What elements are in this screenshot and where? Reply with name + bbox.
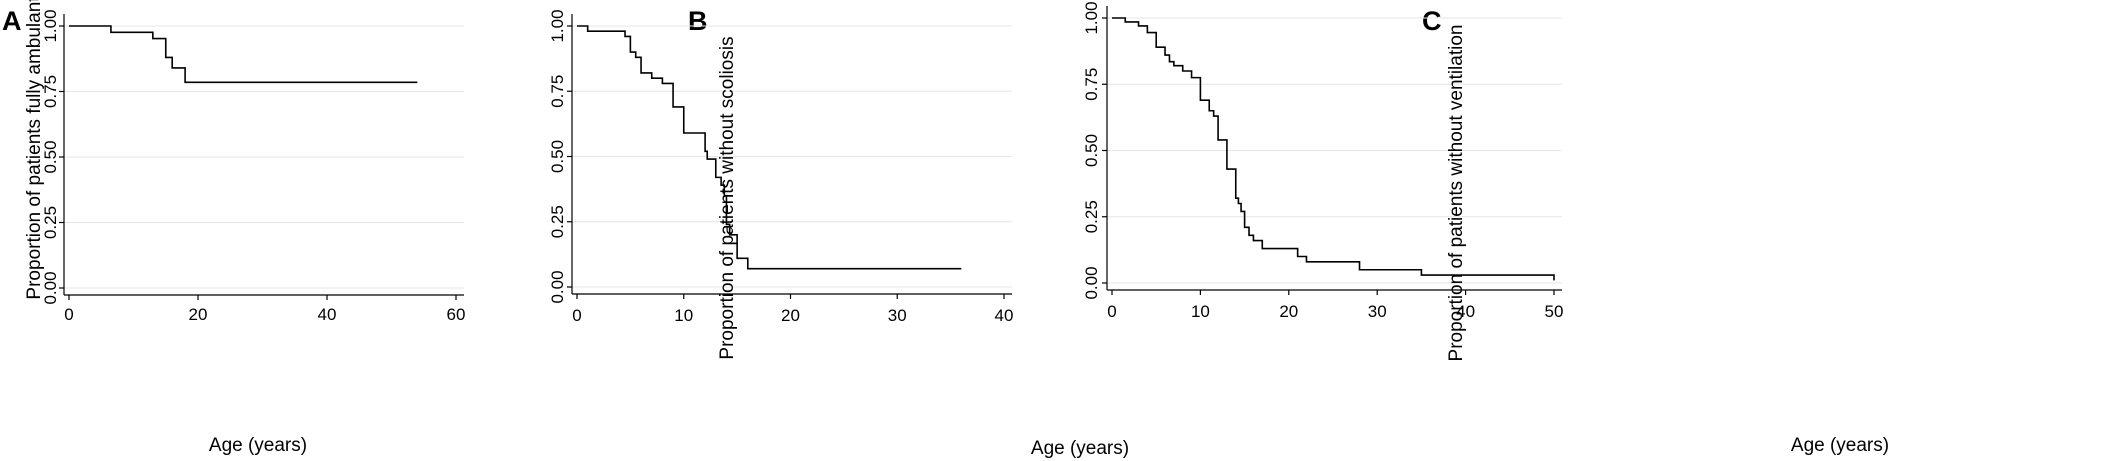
x-tick-label-b-2: 20	[781, 306, 800, 325]
y-tick-label-c-4: 1.00	[1082, 1, 1101, 34]
y-tick-label-c-0: 0.00	[1082, 266, 1101, 299]
y-axis-title-b: Proportion of patients without scoliosis	[717, 36, 738, 359]
y-tick-label-c-3: 0.75	[1082, 68, 1101, 101]
panel-letter-c: C	[1422, 6, 1442, 36]
x-axis-title-a: Age (years)	[209, 435, 307, 456]
x-tick-label-a-3: 60	[447, 305, 466, 324]
x-tick-label-b-1: 10	[674, 306, 693, 325]
x-tick-label-a-0: 0	[64, 305, 73, 324]
y-tick-label-a-4: 1.00	[41, 9, 60, 42]
y-tick-label-a-2: 0.50	[41, 140, 60, 173]
x-tick-label-b-4: 40	[995, 306, 1014, 325]
y-tick-label-b-2: 0.50	[548, 140, 567, 173]
x-tick-label-c-1: 10	[1191, 302, 1210, 321]
y-axis-title-a: Proportion of patients fully ambulant	[24, 0, 45, 300]
y-tick-label-c-1: 0.25	[1082, 200, 1101, 233]
survival-curve-c	[1112, 17, 1555, 281]
panel-letter-a: A	[2, 6, 22, 36]
x-tick-label-b-0: 0	[572, 306, 581, 325]
x-tick-label-a-2: 40	[318, 305, 337, 324]
x-tick-label-c-2: 20	[1279, 302, 1298, 321]
survival-curve-a	[69, 25, 418, 84]
panel-letter-b: B	[688, 6, 708, 36]
y-tick-label-b-4: 1.00	[548, 9, 567, 42]
y-tick-label-a-1: 0.25	[41, 206, 60, 239]
x-tick-label-a-1: 20	[189, 305, 208, 324]
panel-a: A 0.00 0.25 0.50 0.75 1.00 0 20 40 60 Age (years…	[2, 0, 465, 456]
x-tick-label-c-4: 40	[1456, 302, 1475, 321]
y-tick-label-a-0: 0.00	[41, 271, 60, 304]
y-tick-label-a-3: 0.75	[41, 75, 60, 108]
y-tick-label-b-1: 0.25	[548, 205, 567, 238]
panel-b: B 0.00 0.25 0.50 0.75 1.00 0 10 20 30 40 Age (yea…	[548, 6, 1129, 459]
y-tick-label-b-0: 0.00	[548, 270, 567, 303]
x-tick-label-c-0: 0	[1107, 302, 1116, 321]
x-axis-title-b: Age (years)	[1031, 438, 1129, 459]
x-tick-label-b-3: 30	[888, 306, 907, 325]
x-tick-label-c-3: 30	[1368, 302, 1387, 321]
y-axis-title-c: Proportion of patients without ventilati…	[1446, 25, 1467, 362]
y-tick-label-b-3: 0.75	[548, 75, 567, 108]
x-tick-label-c-5: 50	[1545, 302, 1564, 321]
y-tick-label-c-2: 0.50	[1082, 134, 1101, 167]
survival-curve-b	[577, 25, 962, 270]
panel-c: C 0.00 0.25 0.50 0.75 1.00 0 10 20 30 40 50 Age (y…	[1082, 1, 1889, 456]
x-axis-title-c: Age (years)	[1791, 435, 1889, 456]
